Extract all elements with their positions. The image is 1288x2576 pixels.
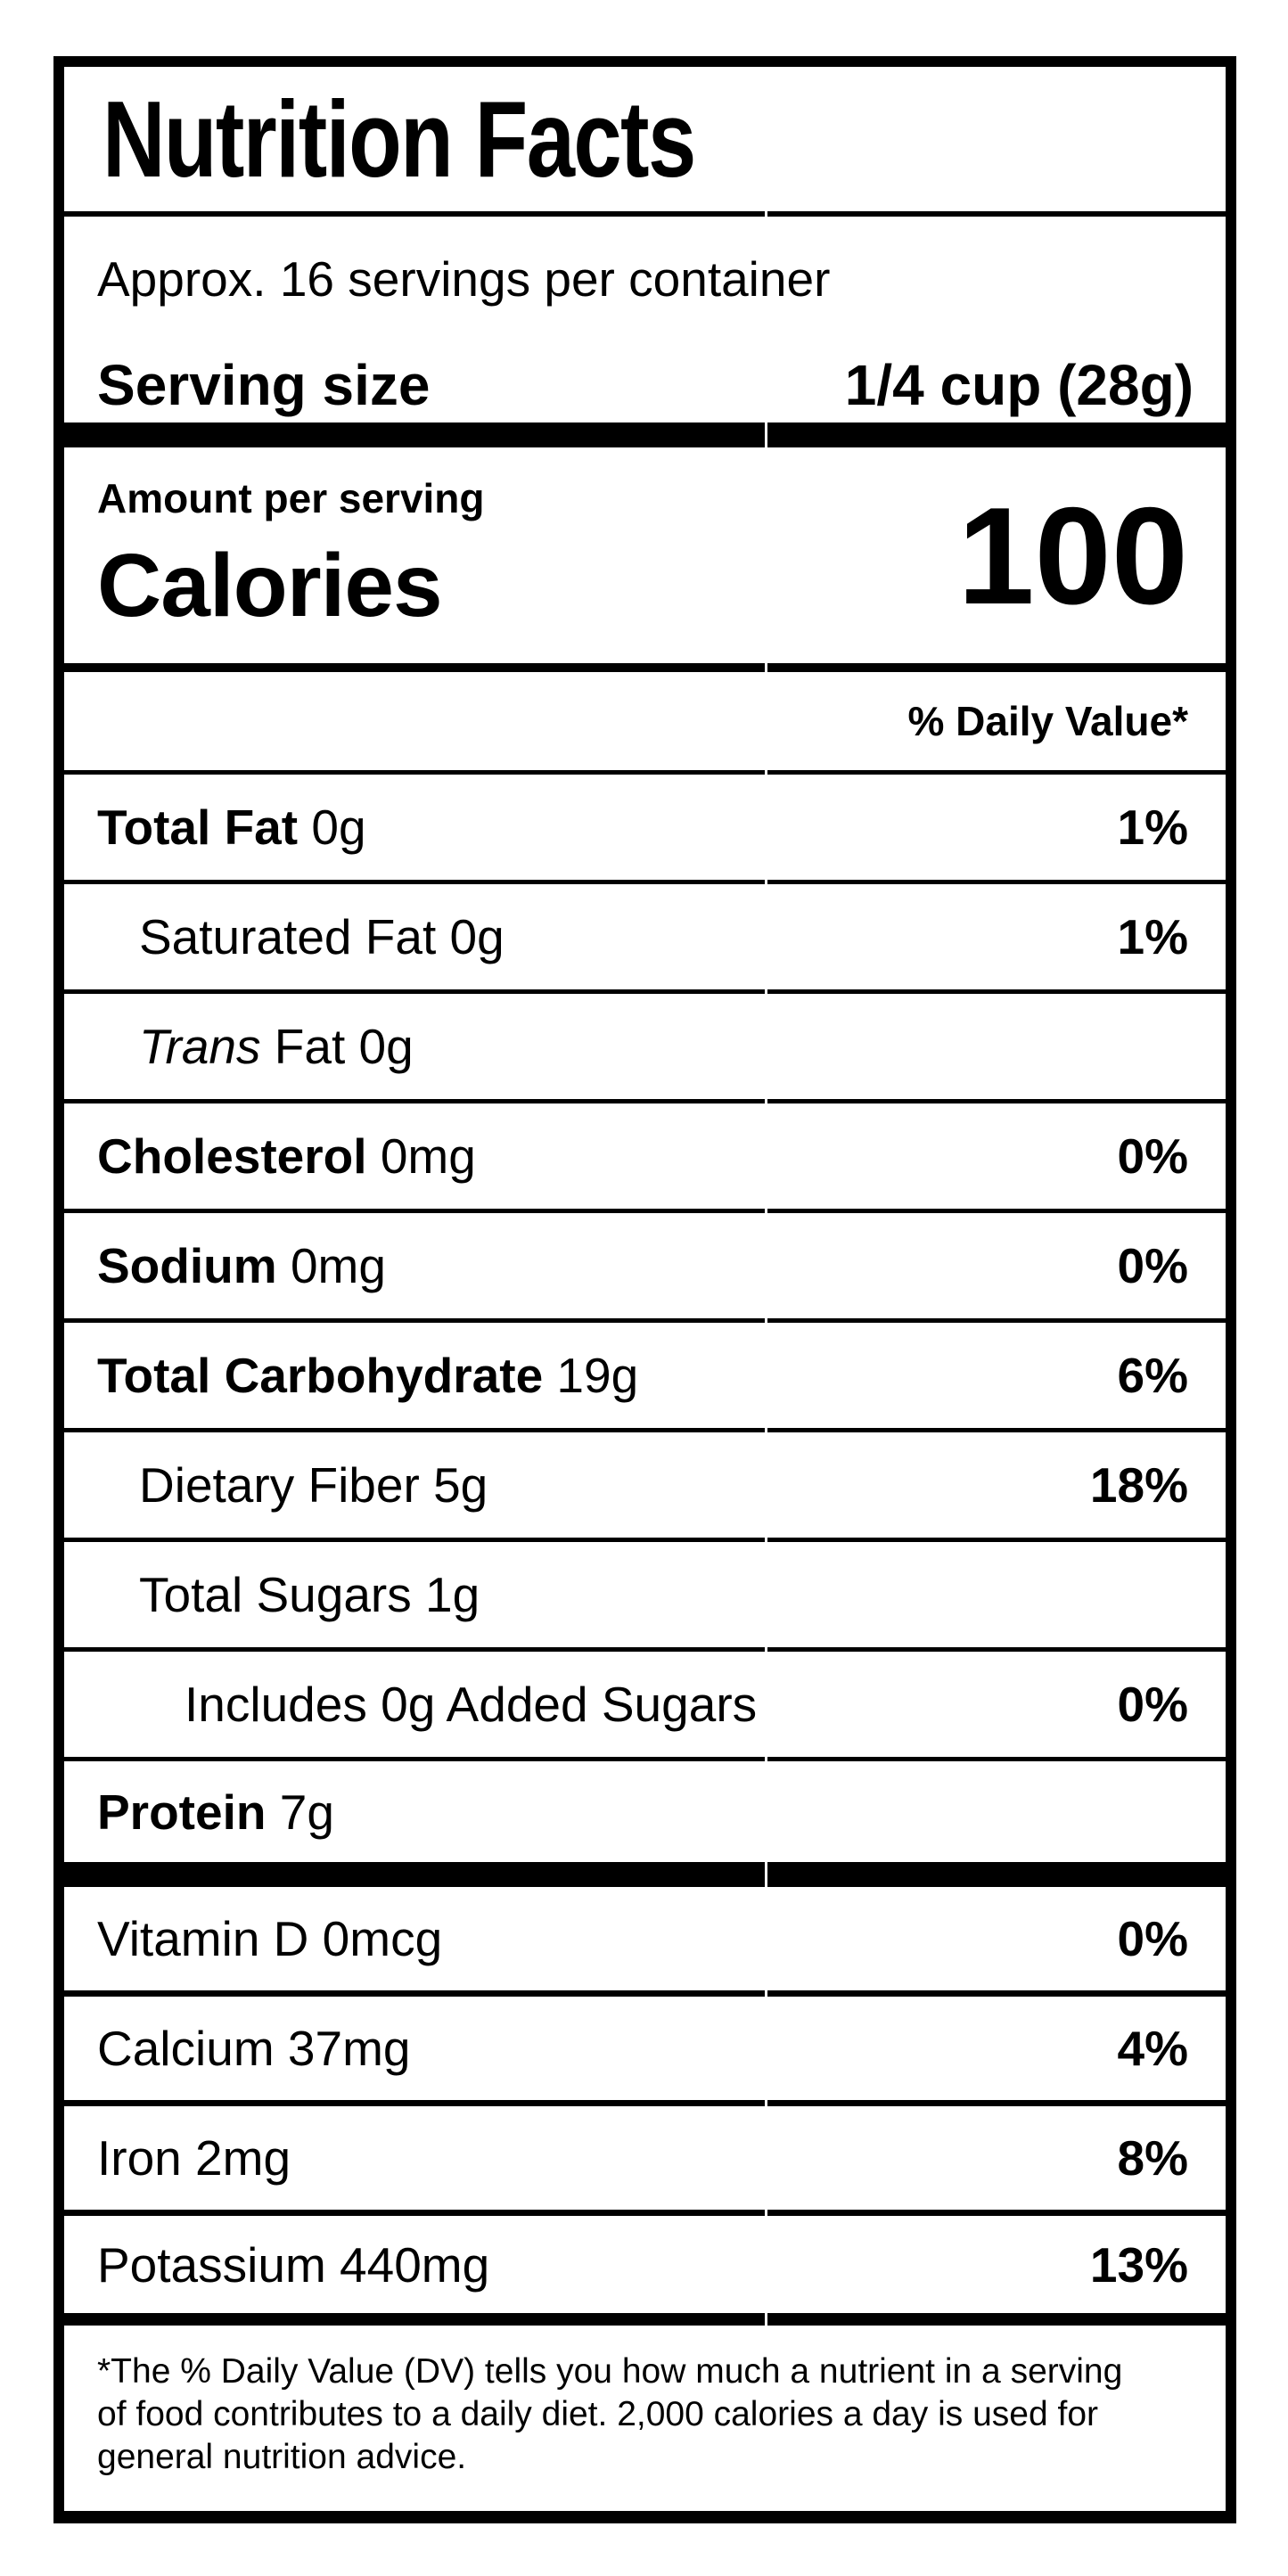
- nutrient-daily-value: 18%: [1089, 1457, 1188, 1513]
- divider-thick-protein: [64, 1862, 1226, 1887]
- nutrient-daily-value: 1%: [1117, 800, 1189, 855]
- nutrient-row: Cholesterol 0mg 0%: [64, 1103, 1226, 1213]
- nutrient-name: Sodium 0mg: [97, 1238, 386, 1293]
- nutrient-name: Trans Fat 0g: [139, 1019, 414, 1074]
- nutrient-row: Trans Fat 0g: [64, 994, 1226, 1103]
- nutrient-name: Includes 0g Added Sugars: [185, 1677, 758, 1732]
- nutrient-daily-value: 0%: [1117, 1238, 1189, 1293]
- nutrient-daily-value: 4%: [1117, 2021, 1189, 2076]
- serving-section: Approx. 16 servings per container Servin…: [64, 217, 1226, 422]
- divider-thick-serving: [64, 422, 1226, 447]
- nutrient-rows: Total Fat 0g 1% Saturated Fat 0g 1% Tran…: [64, 775, 1226, 1862]
- nutrient-row: Total Sugars 1g: [64, 1542, 1226, 1652]
- footnote-line: *The % Daily Value (DV) tells you how mu…: [97, 2352, 1123, 2391]
- nutrient-name: Protein 7g: [97, 1784, 334, 1840]
- serving-size-value: 1/4 cup (28g): [844, 353, 1194, 417]
- nutrient-name: Dietary Fiber 5g: [139, 1457, 488, 1513]
- nutrient-daily-value: 1%: [1117, 909, 1189, 964]
- nutrient-daily-value: 0%: [1117, 1677, 1189, 1732]
- nutrient-daily-value: 6%: [1117, 1348, 1189, 1403]
- calories-left-column: Amount per serving Calories: [64, 474, 485, 637]
- nutrient-name: Saturated Fat 0g: [139, 909, 505, 964]
- calories-value: 100: [957, 478, 1188, 633]
- nutrient-name: Total Fat 0g: [97, 800, 366, 855]
- nutrient-daily-value: 8%: [1117, 2130, 1189, 2186]
- label-title-row: Nutrition Facts: [64, 67, 1226, 211]
- nutrient-name: Total Carbohydrate 19g: [97, 1348, 639, 1403]
- servings-per-container: Approx. 16 servings per container: [97, 251, 831, 307]
- amount-per-serving-label: Amount per serving: [97, 474, 485, 521]
- daily-value-header: % Daily Value*: [767, 672, 1226, 775]
- calories-label: Calories: [97, 535, 443, 636]
- nutrient-row: Calcium 37mg 4%: [64, 1997, 1226, 2106]
- nutrient-row: Includes 0g Added Sugars 0%: [64, 1652, 1226, 1761]
- daily-value-header-row: % Daily Value*: [64, 672, 1226, 775]
- nutrient-row: Total Carbohydrate 19g 6%: [64, 1323, 1226, 1432]
- label-title: Nutrition Facts: [103, 78, 696, 200]
- nutrient-name: Total Sugars 1g: [139, 1567, 480, 1622]
- daily-value-footnote: *The % Daily Value (DV) tells you how mu…: [64, 2326, 1226, 2511]
- nutrient-name: Calcium 37mg: [97, 2021, 411, 2076]
- serving-size-row: Serving size 1/4 cup (28g): [64, 352, 1226, 418]
- nutrition-facts-label: Nutrition Facts Approx. 16 servings per …: [53, 56, 1236, 2523]
- calories-section: Amount per serving Calories 100: [64, 447, 1226, 663]
- nutrient-daily-value: 0%: [1117, 1911, 1189, 1966]
- serving-size-label: Serving size: [97, 353, 431, 417]
- nutrient-row: Iron 2mg 8%: [64, 2106, 1226, 2216]
- vitamin-rows: Vitamin D 0mcg 0% Calcium 37mg 4% Iron 2…: [64, 1887, 1226, 2313]
- nutrient-row: Total Fat 0g 1%: [64, 775, 1226, 884]
- nutrient-row: Dietary Fiber 5g 18%: [64, 1432, 1226, 1542]
- nutrient-name: Iron 2mg: [97, 2130, 291, 2186]
- nutrient-name: Cholesterol 0mg: [97, 1128, 476, 1184]
- divider-medium-calories: [64, 663, 1226, 672]
- divider-medium-footnote: [64, 2313, 1226, 2326]
- nutrient-name: Vitamin D 0mcg: [97, 1911, 443, 1966]
- nutrient-row: Vitamin D 0mcg 0%: [64, 1887, 1226, 1997]
- nutrient-row: Saturated Fat 0g 1%: [64, 884, 1226, 994]
- nutrient-row: Potassium 440mg 13%: [64, 2216, 1226, 2313]
- daily-value-header-spacer: [64, 672, 765, 775]
- footnote-line: of food contributes to a daily diet. 2,0…: [97, 2395, 1099, 2433]
- nutrient-name: Potassium 440mg: [97, 2236, 490, 2293]
- nutrient-row: Protein 7g: [64, 1761, 1226, 1862]
- nutrient-row: Sodium 0mg 0%: [64, 1213, 1226, 1323]
- divider-hairline-title: [64, 211, 1226, 217]
- footnote-line: general nutrition advice.: [97, 2438, 467, 2476]
- nutrient-daily-value: 13%: [1089, 2236, 1188, 2293]
- nutrient-daily-value: 0%: [1117, 1128, 1189, 1184]
